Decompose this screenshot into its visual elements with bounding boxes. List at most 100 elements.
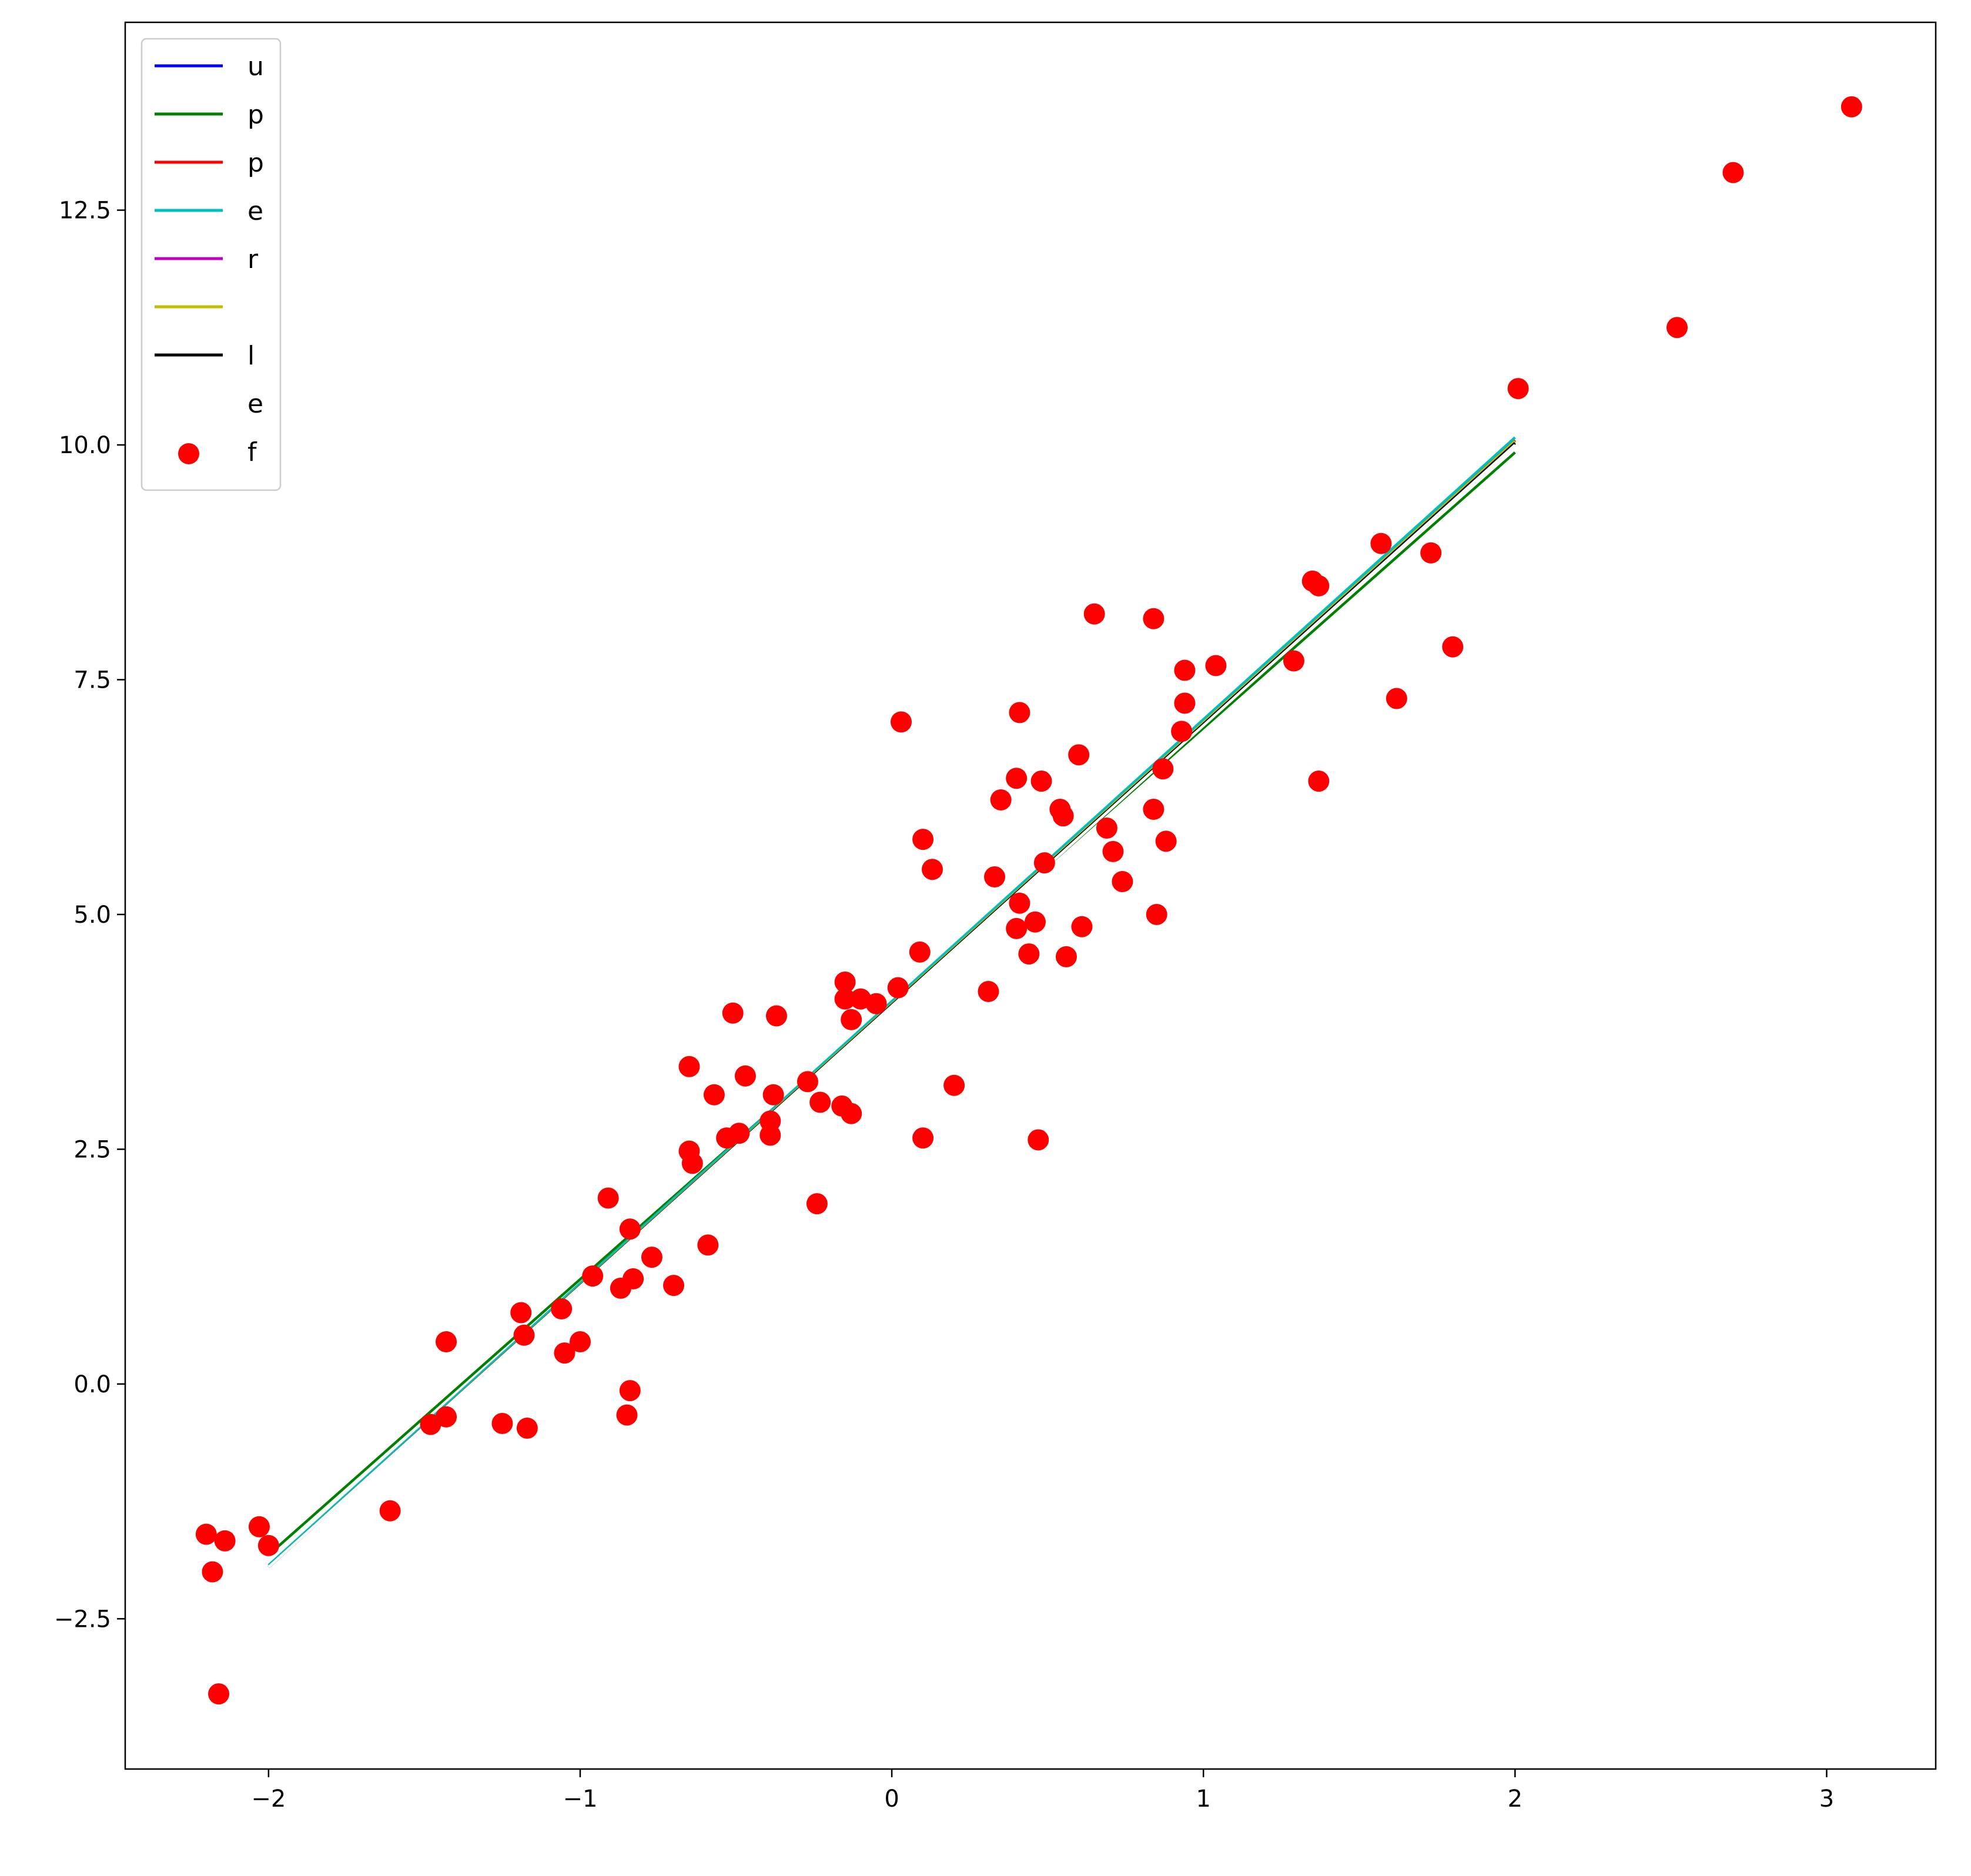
scatter-point bbox=[619, 1380, 641, 1402]
scatter-point bbox=[887, 977, 909, 999]
scatter-point bbox=[510, 1302, 532, 1324]
scatter-point bbox=[984, 866, 1006, 888]
scatter-point bbox=[722, 1002, 744, 1024]
scatter-point bbox=[943, 1074, 965, 1096]
scatter-point bbox=[912, 829, 934, 850]
scatter-point bbox=[1283, 650, 1304, 672]
scatter-point bbox=[1386, 688, 1407, 709]
axes-background bbox=[125, 22, 1936, 1769]
scatter-point bbox=[865, 993, 887, 1014]
scatter-point bbox=[990, 789, 1012, 811]
scatter-point bbox=[1308, 771, 1330, 792]
scatter-point bbox=[1068, 744, 1090, 766]
scatter-point bbox=[1152, 758, 1174, 780]
y-axis: −2.5 0.0 2.5 5.0 7.5 10.0 12.5 bbox=[54, 197, 125, 1633]
legend-label: e bbox=[247, 389, 263, 419]
scatter-point bbox=[765, 1005, 787, 1027]
scatter-point bbox=[1442, 636, 1464, 658]
scatter-point bbox=[834, 972, 856, 993]
scatter-point bbox=[663, 1275, 685, 1297]
legend-marker-swatch bbox=[178, 443, 199, 464]
scatter-point bbox=[1205, 655, 1227, 676]
scatter-point bbox=[834, 988, 856, 1010]
scatter-point bbox=[420, 1413, 441, 1435]
scatter-points bbox=[195, 96, 1862, 1705]
scatter-point bbox=[1841, 96, 1862, 118]
legend-label: p bbox=[247, 100, 264, 130]
scatter-point bbox=[922, 859, 943, 880]
scatter-point bbox=[716, 1127, 738, 1149]
scatter-point bbox=[491, 1412, 513, 1434]
legend-label: l bbox=[247, 341, 255, 371]
scatter-point bbox=[909, 941, 931, 963]
y-tick-label: 12.5 bbox=[59, 197, 111, 225]
x-tick-label: 3 bbox=[1819, 1785, 1834, 1813]
scatter-point bbox=[1171, 721, 1193, 742]
scatter-point bbox=[697, 1234, 719, 1256]
scatter-point bbox=[379, 1500, 401, 1522]
scatter-point bbox=[1055, 946, 1077, 967]
scatter-point bbox=[797, 1071, 818, 1093]
scatter-point bbox=[257, 1535, 279, 1556]
scatter-point bbox=[841, 1103, 862, 1124]
x-tick-label: 1 bbox=[1196, 1785, 1210, 1813]
scatter-point bbox=[582, 1265, 604, 1287]
y-tick-label: 2.5 bbox=[73, 1136, 111, 1163]
x-tick-label: −2 bbox=[251, 1785, 286, 1813]
scatter-point bbox=[734, 1065, 756, 1087]
scatter-point bbox=[554, 1342, 575, 1364]
legend-label: e bbox=[247, 196, 263, 226]
x-axis: −2 −1 0 1 2 3 bbox=[251, 1769, 1834, 1813]
scatter-point bbox=[1102, 840, 1124, 862]
scatter-point bbox=[978, 980, 999, 1002]
scatter-point bbox=[551, 1298, 573, 1320]
scatter-point bbox=[1112, 871, 1133, 893]
scatter-point bbox=[641, 1247, 662, 1268]
scatter-point bbox=[1420, 542, 1442, 564]
scatter-point bbox=[1143, 608, 1164, 629]
scatter-point bbox=[681, 1153, 703, 1174]
scatter-point bbox=[1096, 817, 1117, 839]
scatter-point bbox=[678, 1056, 700, 1077]
scatter-point bbox=[610, 1277, 631, 1299]
x-tick-label: −1 bbox=[563, 1785, 597, 1813]
scatter-point bbox=[208, 1683, 230, 1705]
scatter-point bbox=[703, 1084, 725, 1106]
scatter-point bbox=[513, 1324, 535, 1346]
y-tick-label: 5.0 bbox=[73, 902, 111, 929]
scatter-point bbox=[1155, 830, 1177, 852]
scatter-point bbox=[1024, 911, 1046, 933]
scatter-point bbox=[809, 1091, 831, 1113]
legend-label: p bbox=[247, 148, 264, 178]
fit-lines bbox=[267, 436, 1516, 1569]
legend-label: u bbox=[247, 52, 264, 82]
scatter-point bbox=[891, 711, 912, 733]
scatter-point bbox=[1028, 1129, 1049, 1151]
scatter-point bbox=[619, 1218, 641, 1240]
scatter-point bbox=[1071, 916, 1093, 937]
scatter-point bbox=[1174, 692, 1196, 714]
scatter-point bbox=[1146, 903, 1167, 925]
scatter-point bbox=[616, 1404, 638, 1426]
legend-box bbox=[140, 38, 282, 491]
scatter-point bbox=[912, 1127, 934, 1149]
scatter-point bbox=[1006, 917, 1028, 939]
scatter-point bbox=[1006, 768, 1028, 789]
legend-label: f bbox=[247, 437, 257, 467]
scatter-point bbox=[1667, 317, 1688, 339]
scatter-point bbox=[1722, 162, 1744, 183]
legend-label: r bbox=[247, 244, 259, 274]
scatter-point bbox=[1174, 659, 1196, 681]
x-tick-label: 2 bbox=[1508, 1785, 1522, 1813]
scatter-point bbox=[195, 1523, 217, 1545]
scatter-point bbox=[214, 1530, 236, 1552]
x-tick-label: 0 bbox=[884, 1785, 899, 1813]
scatter-point bbox=[1507, 378, 1529, 400]
scatter-point bbox=[597, 1187, 619, 1209]
scatter-point bbox=[762, 1084, 784, 1106]
y-tick-label: −2.5 bbox=[54, 1606, 111, 1633]
fit-line-8 bbox=[267, 444, 1516, 1569]
y-tick-label: 7.5 bbox=[73, 666, 111, 694]
